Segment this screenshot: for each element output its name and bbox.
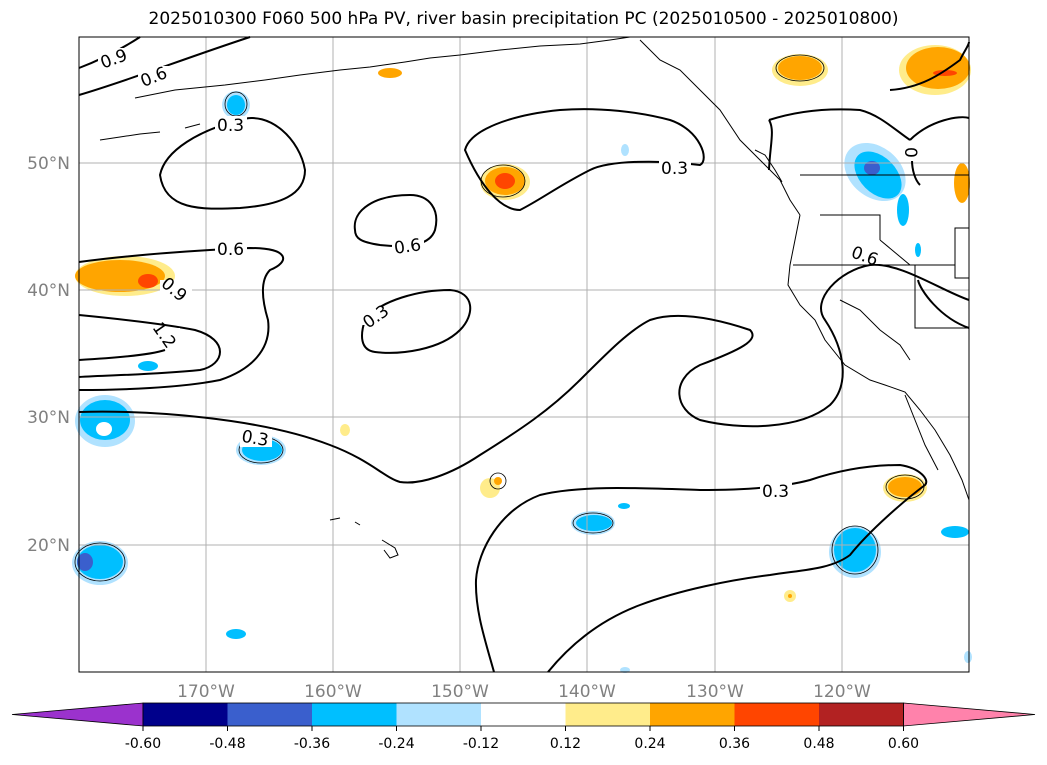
axes-frame: [78, 36, 970, 673]
colorbar-tick-label: -0.12: [463, 736, 499, 752]
coastlines: [99, 36, 970, 559]
colorbar-tick-label: 0.60: [888, 736, 919, 752]
lon-label: 140°W: [558, 682, 616, 702]
colorbar-bin: [227, 703, 313, 726]
precip-outlines: [74, 54, 925, 582]
colorbar-tick-label: -0.60: [125, 736, 161, 752]
contour-label: 0.6: [393, 235, 423, 259]
pv-contours: [78, 36, 970, 673]
colorbar-tick-label: 0.36: [719, 736, 750, 752]
colorbar-outline: [142, 702, 904, 727]
colorbar-tick-label: 0.24: [634, 736, 665, 752]
colorbar-bin: [481, 703, 566, 726]
contour-label: 0.6: [217, 240, 244, 260]
colorbar-tick-label: 0.12: [550, 736, 581, 752]
contour-label: 0: [900, 147, 920, 158]
colorbar-tick-label: -0.24: [378, 736, 414, 752]
colorbar-bin: [650, 703, 735, 726]
colorbar-bin: [734, 703, 820, 726]
lon-label: 160°W: [304, 682, 362, 702]
contour-label: 0.3: [762, 482, 789, 502]
lat-label: 50°N: [27, 154, 70, 174]
contour-label: 0.3: [217, 116, 244, 136]
colorbar-bin: [565, 703, 651, 726]
lat-tick-labels: 50°N 40°N 30°N 20°N: [27, 154, 70, 556]
lon-label: 130°W: [686, 682, 744, 702]
contour-label: 0.3: [661, 159, 688, 179]
lat-label: 20°N: [27, 536, 70, 556]
lat-label: 30°N: [27, 408, 70, 428]
gridlines: [79, 37, 969, 672]
contour-label: 0.3: [240, 427, 270, 451]
colorbar-extend-max: [903, 702, 1036, 727]
colorbar-tick-label: -0.36: [294, 736, 330, 752]
lon-label: 120°W: [813, 682, 871, 702]
lon-tick-labels: 170°W 160°W 150°W 140°W 130°W 120°W: [177, 682, 871, 702]
colorbar-bin: [312, 703, 397, 726]
colorbar-extend-min: [11, 702, 144, 727]
colorbar-bin: [396, 703, 482, 726]
lon-label: 150°W: [431, 682, 489, 702]
lat-label: 40°N: [27, 281, 70, 301]
map-title: 2025010300 F060 500 hPa PV, river basin …: [148, 9, 899, 29]
colorbar-tick-label: 0.48: [803, 736, 834, 752]
colorbar-bin: [819, 703, 904, 726]
plot-area: [79, 37, 969, 672]
colorbar: -0.60 -0.48 -0.36 -0.24 -0.12 0.12 0.24 0.36 0.4…: [11, 702, 1036, 752]
colorbar-bin: [143, 703, 228, 726]
lon-label: 170°W: [177, 682, 235, 702]
borders: [793, 174, 970, 329]
colorbar-tick-label: -0.48: [209, 736, 245, 752]
